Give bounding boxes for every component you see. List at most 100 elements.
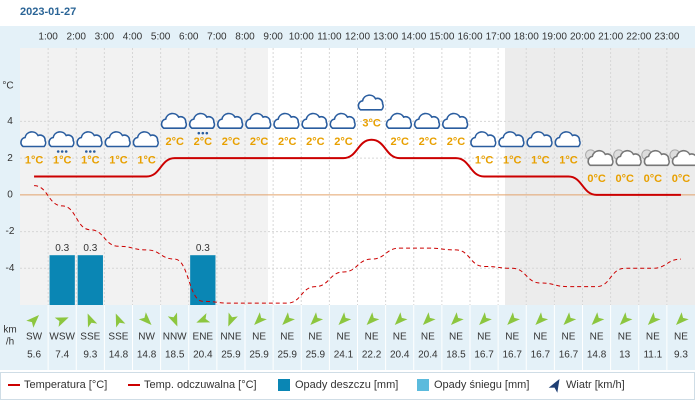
cloud: [188, 112, 216, 129]
hour-label: 19:00: [542, 32, 567, 43]
wind-arrow: [228, 312, 238, 327]
temp-label: 2°C: [222, 136, 241, 148]
wind-arrow: [196, 313, 211, 323]
rain-label: 0.3: [196, 243, 210, 254]
weather-icon: [498, 131, 525, 148]
plot-bg: [268, 48, 505, 305]
rain-bar: [190, 255, 216, 305]
cloud: [671, 150, 695, 167]
weather-icon: [554, 131, 581, 148]
wind-dir: SW: [26, 332, 43, 343]
temp-label: 2°C: [250, 136, 269, 148]
wind-speed: 16.7: [502, 350, 522, 361]
temp-label: 1°C: [53, 154, 72, 166]
weather-icon: [245, 112, 272, 129]
weather-icon: [613, 149, 642, 167]
wind-arrow: [138, 312, 152, 325]
wind-arrow: [54, 317, 69, 327]
drop: [64, 150, 68, 153]
legend-label: Wiatr [km/h]: [566, 379, 625, 391]
hour-label: 20:00: [570, 32, 595, 43]
cloud: [104, 131, 131, 148]
cloud: [498, 131, 525, 148]
wind-arrow: [479, 312, 492, 325]
hour-label: 4:00: [123, 32, 143, 43]
hour-label: 14:00: [401, 32, 426, 43]
wind-dir: NE: [393, 332, 407, 343]
hour-label: 10:00: [289, 32, 314, 43]
wind-dir: NE: [505, 332, 519, 343]
wind-dir: NE: [646, 332, 660, 343]
wind-dir: NE: [280, 332, 294, 343]
wind-speed: 20.4: [390, 350, 410, 361]
hour-label: 11:00: [317, 32, 342, 43]
weather-icon: [188, 112, 216, 135]
wind-speed: 18.5: [165, 350, 185, 361]
wind-arrow: [338, 312, 352, 325]
wind-dir: NE: [449, 332, 463, 343]
hour-label: 21:00: [598, 32, 623, 43]
drop: [205, 131, 209, 135]
temp-label: 2°C: [194, 136, 213, 148]
legend-swatch: [417, 379, 429, 391]
wind-speed: 20.4: [193, 350, 213, 361]
wind-speed: 25.9: [306, 350, 326, 361]
weather-icon: [301, 112, 328, 129]
wind-dir: NE: [618, 332, 632, 343]
wind-dir: WSW: [49, 332, 75, 343]
wind-dir: ENE: [193, 332, 214, 343]
wind-arrow: [619, 312, 633, 325]
drop: [197, 131, 201, 135]
wind-dir: NNW: [163, 332, 187, 343]
wind-arrow: [115, 313, 126, 328]
cloud: [76, 131, 103, 148]
drop: [56, 150, 60, 153]
temp-label: 0°C: [644, 173, 663, 185]
hour-label: 5:00: [151, 32, 171, 43]
wind-speed: 14.8: [109, 350, 129, 361]
left-column: [0, 26, 20, 370]
wind-arrow: [647, 312, 661, 325]
cloud: [470, 131, 497, 148]
temp-label: 0°C: [672, 173, 691, 185]
wind-dir: SSE: [80, 332, 100, 343]
hour-label: 1:00: [38, 32, 58, 43]
wind-dir: NE: [308, 332, 322, 343]
cloud: [442, 112, 469, 129]
temp-label: 3°C: [362, 118, 381, 130]
temp-label: 1°C: [81, 154, 100, 166]
wind-speed: 11.1: [643, 350, 662, 361]
wind-arrow: [87, 313, 98, 328]
wind-dir: NE: [561, 332, 575, 343]
weather-icon: [273, 112, 300, 129]
wind-speed: 25.9: [221, 350, 241, 361]
cloud: [48, 131, 75, 148]
wind-dir: NE: [421, 332, 435, 343]
weather-icon: [413, 112, 441, 129]
wind-speed: 16.7: [531, 350, 551, 361]
legend-box: [0, 372, 695, 400]
cloud: [587, 150, 614, 167]
weather-icon: [104, 131, 131, 148]
y-tick-label: 4: [7, 116, 13, 127]
legend-label: Opady deszczu [mm]: [295, 379, 398, 391]
cloud: [273, 112, 300, 129]
weather-icon: [329, 112, 356, 129]
temp-label: 1°C: [137, 154, 156, 166]
hour-label: 3:00: [95, 32, 115, 43]
weather-icon: [20, 131, 47, 148]
wind-speed: 16.7: [559, 350, 579, 361]
hour-label: 6:00: [179, 32, 199, 43]
cloud: [615, 150, 642, 167]
wind-speed: 14.8: [137, 350, 157, 361]
hour-row: [20, 26, 695, 48]
weather-icon: [160, 112, 188, 129]
drop: [201, 131, 205, 135]
legend-label: Opady śniegu [mm]: [434, 379, 529, 391]
wind-speed: 20.4: [418, 350, 438, 361]
wind-speed: 9.3: [674, 350, 688, 361]
wind-dir: NE: [336, 332, 350, 343]
hour-label: 7:00: [207, 32, 227, 43]
weather-icon: [48, 131, 75, 153]
temp-label: 2°C: [419, 136, 438, 148]
